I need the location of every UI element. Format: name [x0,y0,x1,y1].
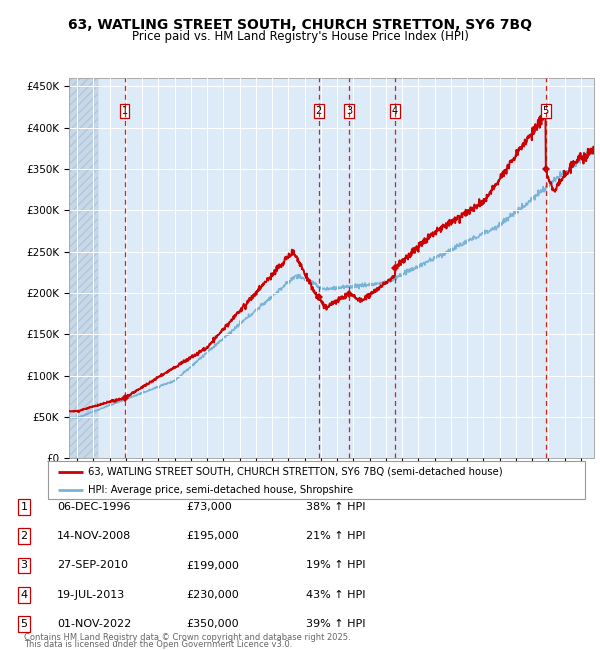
Text: 4: 4 [392,106,398,116]
Text: HPI: Average price, semi-detached house, Shropshire: HPI: Average price, semi-detached house,… [88,486,353,495]
Text: 14-NOV-2008: 14-NOV-2008 [57,531,131,541]
Text: £230,000: £230,000 [186,590,239,600]
Text: 06-DEC-1996: 06-DEC-1996 [57,502,131,512]
Text: 3: 3 [20,560,28,571]
Text: 1: 1 [122,106,128,116]
Text: Contains HM Land Registry data © Crown copyright and database right 2025.: Contains HM Land Registry data © Crown c… [24,632,350,642]
Text: 38% ↑ HPI: 38% ↑ HPI [306,502,365,512]
Text: £195,000: £195,000 [186,531,239,541]
Text: 21% ↑ HPI: 21% ↑ HPI [306,531,365,541]
Text: 27-SEP-2010: 27-SEP-2010 [57,560,128,571]
Text: £73,000: £73,000 [186,502,232,512]
Text: 2: 2 [316,106,322,116]
Text: 5: 5 [20,619,28,629]
Text: 01-NOV-2022: 01-NOV-2022 [57,619,131,629]
Text: 63, WATLING STREET SOUTH, CHURCH STRETTON, SY6 7BQ (semi-detached house): 63, WATLING STREET SOUTH, CHURCH STRETTO… [88,467,503,476]
Text: 43% ↑ HPI: 43% ↑ HPI [306,590,365,600]
Text: 3: 3 [346,106,352,116]
Text: Price paid vs. HM Land Registry's House Price Index (HPI): Price paid vs. HM Land Registry's House … [131,30,469,43]
Text: 19% ↑ HPI: 19% ↑ HPI [306,560,365,571]
FancyBboxPatch shape [48,462,585,499]
Bar [69,78,98,458]
Text: 19-JUL-2013: 19-JUL-2013 [57,590,125,600]
Text: 1: 1 [20,502,28,512]
Text: 4: 4 [20,590,28,600]
Text: 39% ↑ HPI: 39% ↑ HPI [306,619,365,629]
Text: 2: 2 [20,531,28,541]
Text: 5: 5 [542,106,549,116]
Text: 63, WATLING STREET SOUTH, CHURCH STRETTON, SY6 7BQ: 63, WATLING STREET SOUTH, CHURCH STRETTO… [68,18,532,32]
Text: £350,000: £350,000 [186,619,239,629]
Text: £199,000: £199,000 [186,560,239,571]
Text: This data is licensed under the Open Government Licence v3.0.: This data is licensed under the Open Gov… [24,640,292,649]
